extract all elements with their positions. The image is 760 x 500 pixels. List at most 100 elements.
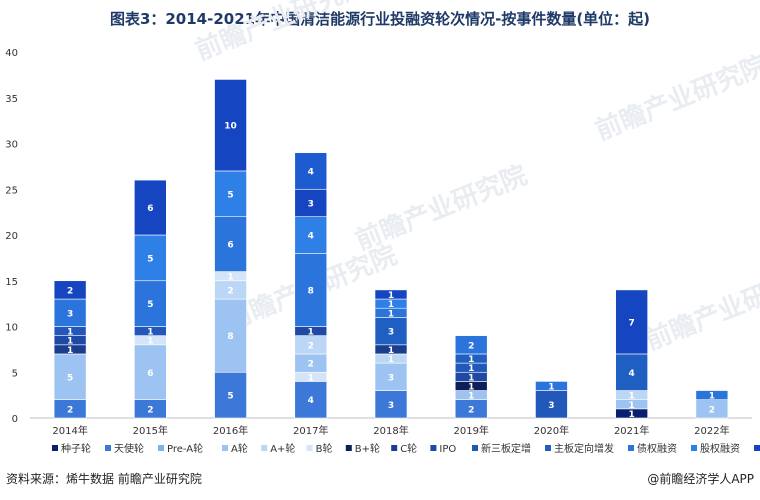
source-note: 资料来源：烯牛数据 前瞻产业研究院 [6,472,202,486]
x-tick-label: 2021年 [614,424,649,437]
x-tick-label: 2016年 [213,424,248,437]
legend-label: A+轮 [270,442,295,455]
data-label: 3 [67,309,73,319]
bar-segment [294,253,328,327]
legend-label: C轮 [400,442,417,455]
data-label: 5 [227,190,233,200]
data-label: 1 [67,346,73,356]
data-label: 1 [147,328,153,338]
legend-label: 种子轮 [61,442,91,455]
x-tick-label: 2022年 [694,424,729,437]
data-label: 2 [308,360,314,370]
watermark-text: 前瞻产业研究院 [641,260,760,357]
legend-label: A轮 [231,442,248,455]
y-tick-label: 30 [5,140,18,151]
bar-segment [695,390,729,400]
data-label: 2 [227,286,233,296]
legend-swatch [52,445,58,451]
data-label: 1 [468,364,474,374]
data-label: 1 [629,392,635,402]
bar-segment [374,289,408,300]
bar-segment [374,362,408,391]
data-label: 1 [147,337,153,347]
legend-label: B轮 [316,442,333,455]
legend-label: 主板定向增发 [554,442,614,455]
x-tick-label: 2020年 [534,424,569,437]
bar-segment [214,371,247,419]
data-label: 1 [388,300,394,310]
data-label: 5 [67,373,73,383]
legend-swatch [105,445,111,451]
watermark-text: 前瞻产业研究院 [351,160,531,257]
y-tick-label: 40 [5,48,18,59]
x-tick-label: 2015年 [133,424,168,437]
y-tick-label: 5 [12,368,18,379]
bar-segment [535,381,568,391]
legend-swatch [691,445,697,451]
data-label: 3 [548,401,554,411]
legend-swatch [261,445,268,451]
legend-swatch [628,445,634,451]
bar-segment [134,344,167,400]
footer: 资料来源：烯牛数据 前瞻产业研究院 @前瞻经济学人APP [6,470,754,487]
data-label: 1 [709,392,715,402]
y-tick-label: 20 [5,231,18,242]
data-label: 6 [147,369,153,379]
data-label: 3 [388,401,394,411]
bar-segment [454,335,488,355]
data-label: 1 [468,392,474,402]
bar-segment [214,79,247,172]
data-label: 2 [468,405,474,415]
legend-swatch [345,445,352,451]
watermark-text: 前瞻产业研究院 [191,0,371,66]
y-tick-label: 25 [5,185,18,196]
legend-label: B+轮 [355,442,380,455]
data-label: 6 [147,204,153,214]
x-tick-label: 2018年 [373,424,408,437]
data-label: 2 [468,341,474,351]
legend-swatch [472,445,478,451]
bar-segment [134,179,167,236]
legend-swatch [754,445,760,451]
bar-segment [535,390,568,419]
data-label: 1 [388,309,394,319]
data-label: 4 [629,369,635,379]
y-tick-label: 0 [12,414,18,425]
y-tick-label: 35 [5,94,18,105]
data-label: 1 [67,337,73,347]
bar-segment [374,390,408,419]
data-label: 1 [308,328,314,338]
legend-label: 新三板定增 [481,442,531,455]
data-label: 2 [147,405,153,415]
legend-swatch [545,445,551,451]
bar-segment [294,216,328,254]
legend-label: Pre-A轮 [167,442,203,455]
data-label: 3 [388,328,394,338]
data-label: 4 [308,396,314,406]
data-label: 4 [308,232,314,242]
data-label: 5 [227,392,233,402]
data-label: 1 [388,291,394,301]
data-label: 8 [308,286,314,296]
legend-label: 股权融资 [700,442,740,455]
data-label: 1 [388,346,394,356]
data-label: 1 [468,355,474,365]
bar-segment [134,280,167,327]
legend-swatch [158,445,164,451]
chart-title: 图表3：2014-2021年中国清洁能源行业投融资轮次情况-按事件数量(单位：起… [109,10,651,28]
bar-segment [294,152,328,190]
legend-label: IPO [439,444,456,455]
legend-swatch [430,445,437,451]
x-tick-label: 2014年 [52,424,87,437]
y-tick-label: 10 [5,323,18,334]
data-label: 2 [308,341,314,351]
brand-label: @前瞻经济学人APP [647,472,754,486]
bar-segment [214,170,247,217]
legend-swatch [222,445,228,451]
legend-label: 债权融资 [637,442,677,455]
data-label: 2 [67,405,73,415]
data-label: 5 [147,254,153,264]
data-label: 5 [147,300,153,310]
watermark-text: 前瞻产业研究院 [591,50,760,147]
